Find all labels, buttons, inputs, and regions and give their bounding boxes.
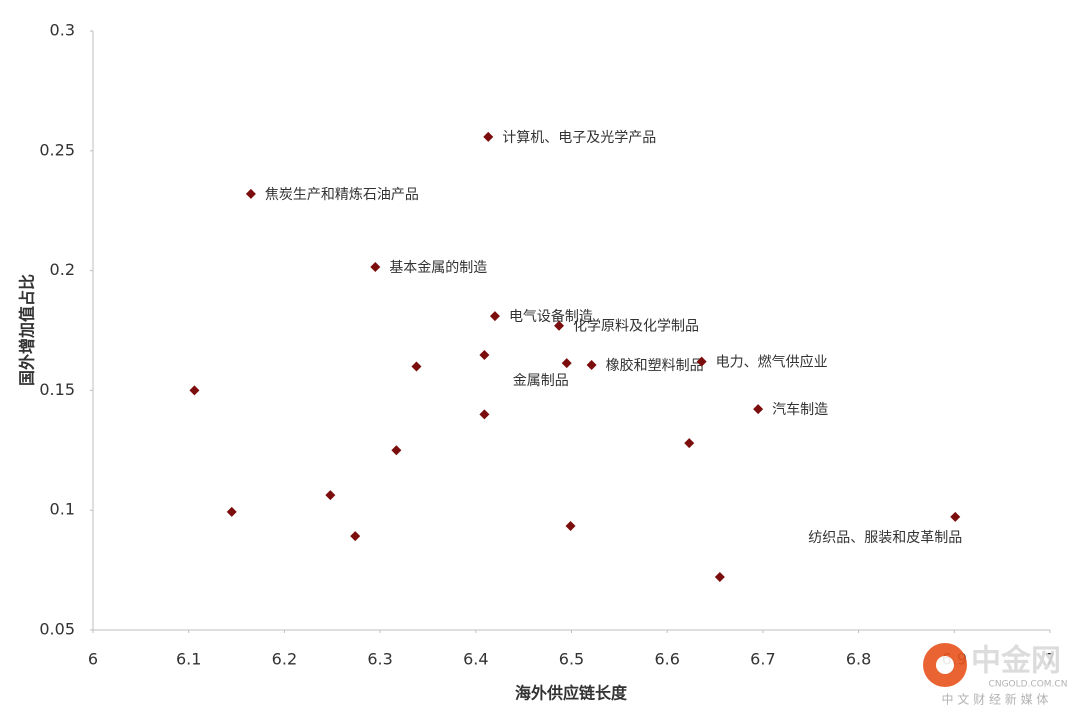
point	[714, 572, 725, 583]
y-tick-label: 0.05	[39, 620, 75, 639]
point-label: 计算机、电子及光学产品	[502, 130, 656, 146]
x-tick-label: 6.5	[559, 650, 584, 669]
point	[226, 506, 237, 517]
point-label: 金属制品	[513, 373, 569, 389]
point	[411, 361, 422, 372]
x-axis-title: 海外供应链长度	[515, 684, 628, 703]
x-tick-label: 6	[88, 650, 98, 669]
point	[479, 349, 490, 360]
logo-icon-inner	[936, 656, 954, 674]
x-tick-label: 6.6	[654, 650, 679, 669]
point	[950, 511, 961, 522]
point	[696, 356, 707, 367]
y-tick-label: 0.15	[39, 380, 75, 399]
point-label: 化学原料及化学制品	[573, 319, 699, 335]
point	[554, 320, 565, 331]
point	[489, 311, 500, 322]
point-label: 纺织品、服装和皮革制品	[808, 530, 962, 546]
x-tick-label: 6.3	[367, 650, 392, 669]
x-tick-label: 6.2	[272, 650, 297, 669]
x-tick-label: 6.8	[846, 650, 871, 669]
point-label: 基本金属的制造	[389, 259, 487, 276]
logo-brand: 中金网	[971, 644, 1061, 679]
point	[370, 262, 381, 273]
logo-domain: CNGOLD.COM.CN	[989, 680, 1068, 690]
watermark: 中金网 CNGOLD.COM.CN 中 文 财 经 新 媒 体	[923, 643, 1067, 707]
x-tick-label: 6.7	[750, 650, 775, 669]
point	[483, 131, 494, 142]
x-tick-label: 6.4	[463, 650, 488, 669]
y-axis-title: 国外增加值占比	[18, 274, 37, 386]
point	[753, 404, 764, 415]
point	[325, 490, 336, 501]
y-tick-label: 0.25	[39, 140, 75, 159]
point	[479, 409, 490, 420]
logo-slogan: 中 文 财 经 新 媒 体	[942, 692, 1049, 707]
y-tick-label: 0.1	[50, 500, 75, 519]
point-label: 橡胶和塑料制品	[606, 357, 704, 374]
point	[350, 531, 361, 542]
point	[565, 521, 576, 532]
x-tick-label: 7	[1045, 650, 1055, 669]
x-tick-label: 6.1	[176, 650, 201, 669]
point	[245, 188, 256, 199]
point-label: 电气设备制造	[509, 308, 593, 325]
point	[586, 360, 597, 371]
point-label: 电力、燃气供应业	[716, 354, 828, 371]
point-label: 汽车制造	[772, 401, 828, 418]
point	[189, 385, 200, 396]
point	[561, 358, 572, 369]
y-tick-label: 0.2	[50, 260, 75, 279]
point	[391, 445, 402, 456]
point-label: 焦炭生产和精炼石油产品	[265, 187, 419, 203]
point	[684, 438, 695, 449]
y-tick-label: 0.3	[50, 21, 75, 40]
